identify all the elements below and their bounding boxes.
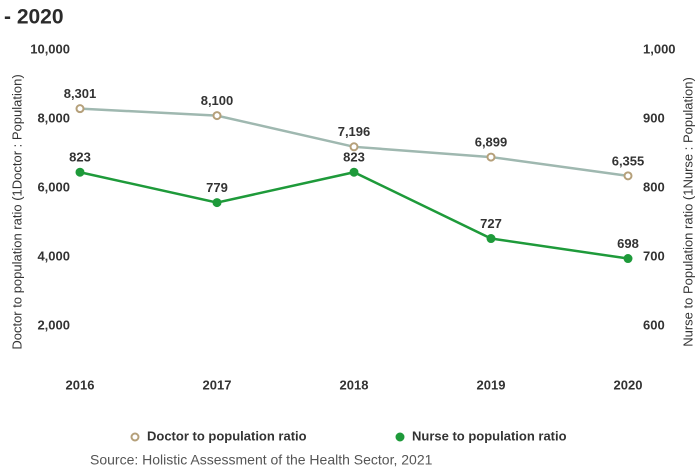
y2-tick-label: 900 bbox=[643, 110, 665, 125]
data-point bbox=[212, 111, 222, 121]
y2-axis-label: Nurse to Population ratio (1Nurse : Popu… bbox=[680, 77, 695, 347]
data-label: 823 bbox=[343, 150, 365, 165]
data-label: 727 bbox=[480, 216, 502, 231]
y2-tick-label: 700 bbox=[643, 249, 665, 264]
data-point bbox=[623, 171, 633, 181]
x-tick-label: 2018 bbox=[340, 377, 369, 392]
data-point bbox=[75, 167, 85, 177]
x-tick-label: 2020 bbox=[614, 377, 643, 392]
source-note: Source: Holistic Assessment of the Healt… bbox=[90, 452, 433, 468]
data-point bbox=[623, 254, 633, 264]
legend-marker bbox=[130, 432, 140, 442]
data-point bbox=[486, 234, 496, 244]
y-axis-label: Doctor to population ratio (1Doctor : Po… bbox=[9, 74, 24, 349]
data-label: 823 bbox=[69, 150, 91, 165]
data-label: 8,100 bbox=[201, 93, 234, 108]
data-label: 6,899 bbox=[475, 135, 508, 150]
data-label: 779 bbox=[206, 180, 228, 195]
y-tick-label: 8,000 bbox=[37, 110, 70, 125]
y-tick-label: 2,000 bbox=[37, 318, 70, 333]
y-tick-label: 10,000 bbox=[30, 41, 70, 56]
x-tick-label: 2017 bbox=[203, 377, 232, 392]
legend-marker bbox=[395, 432, 405, 442]
series-line bbox=[79, 170, 629, 260]
y-tick-label: 4,000 bbox=[37, 249, 70, 264]
y2-tick-label: 1,000 bbox=[643, 41, 676, 56]
x-tick-label: 2019 bbox=[477, 377, 506, 392]
legend-label: Nurse to population ratio bbox=[412, 428, 567, 443]
data-point bbox=[75, 104, 85, 114]
data-label: 8,301 bbox=[64, 86, 97, 101]
series-line bbox=[79, 107, 629, 178]
data-point bbox=[349, 167, 359, 177]
y2-tick-label: 600 bbox=[643, 318, 665, 333]
data-label: 7,196 bbox=[338, 124, 371, 139]
x-tick-label: 2016 bbox=[66, 377, 95, 392]
legend-label: Doctor to population ratio bbox=[147, 428, 307, 443]
data-label: 698 bbox=[617, 236, 639, 251]
y2-tick-label: 800 bbox=[643, 180, 665, 195]
data-point bbox=[212, 198, 222, 208]
chart-title: - 2020 bbox=[4, 6, 64, 29]
y-tick-label: 6,000 bbox=[37, 180, 70, 195]
data-label: 6,355 bbox=[612, 153, 645, 168]
data-point bbox=[349, 142, 359, 152]
data-point bbox=[486, 152, 496, 162]
